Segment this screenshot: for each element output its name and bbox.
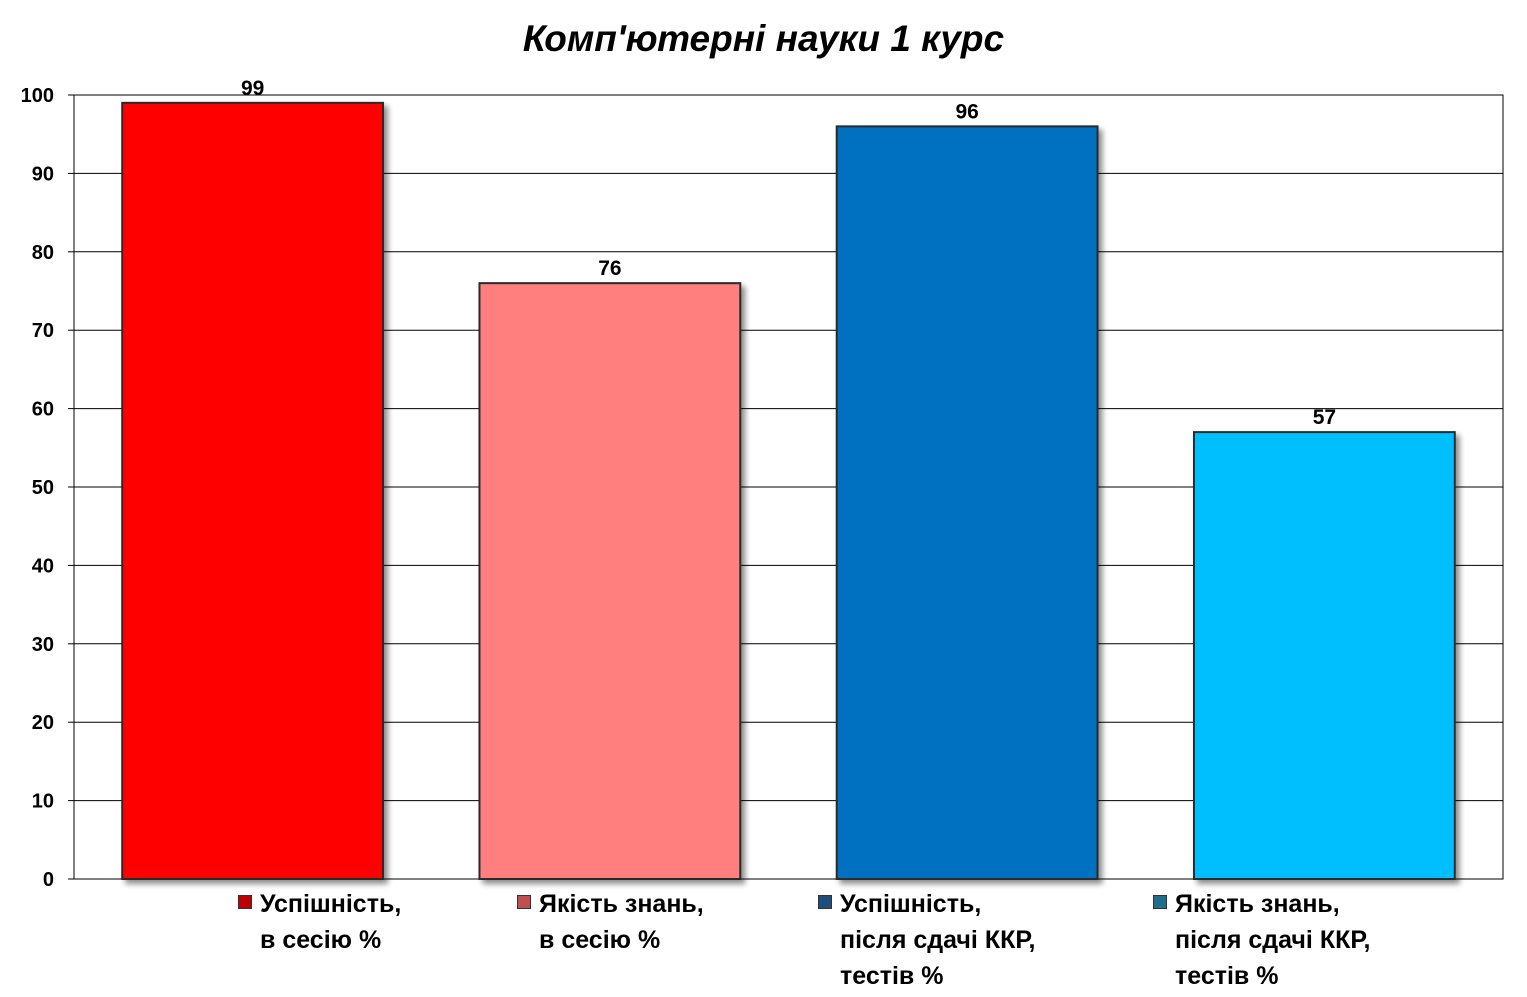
legend-label: Якість знань, після сдачі ККР, тестів % xyxy=(1175,890,1371,990)
legend-swatch xyxy=(238,895,252,909)
bar-3 xyxy=(835,125,1099,881)
y-tick-label: 100 xyxy=(21,85,54,107)
y-tick-label: 80 xyxy=(32,242,54,264)
y-tick-label: 10 xyxy=(32,791,54,813)
data-label-3: 96 xyxy=(955,100,978,123)
legend-item-1: Успішність, в сесію % xyxy=(238,886,401,958)
y-tick-label: 60 xyxy=(32,399,54,421)
legend-swatch xyxy=(1153,895,1167,909)
y-tick-label: 70 xyxy=(32,320,54,342)
legend-label: Успішність, в сесію % xyxy=(260,890,402,954)
y-tick-label: 0 xyxy=(43,869,54,891)
data-label-2: 76 xyxy=(598,257,621,280)
y-axis-ticks: 0 10 20 30 40 50 60 70 80 90 100 xyxy=(21,85,74,891)
bars xyxy=(121,101,1456,881)
y-tick-label: 40 xyxy=(32,555,54,577)
data-label-4: 57 xyxy=(1313,406,1336,429)
y-tick-label: 50 xyxy=(32,477,54,499)
y-tick-label: 20 xyxy=(32,712,54,734)
data-label-1: 99 xyxy=(241,77,264,100)
legend-item-3: Успішність, після сдачі ККР, тестів % xyxy=(818,886,1036,994)
legend-item-2: Якість знань, в сесію % xyxy=(517,886,704,958)
bar-2 xyxy=(478,282,742,881)
y-tick-label: 30 xyxy=(32,634,54,656)
y-tick-label: 90 xyxy=(32,163,54,185)
legend-label: Якість знань, в сесію % xyxy=(539,890,704,954)
legend-item-4: Якість знань, після сдачі ККР, тестів % xyxy=(1153,886,1371,994)
legend-label: Успішність, після сдачі ККР, тестів % xyxy=(840,890,1036,990)
legend-swatch xyxy=(818,895,832,909)
legend-swatch xyxy=(517,895,531,909)
data-labels: 99 76 96 57 xyxy=(241,77,1336,429)
bar-1 xyxy=(121,101,385,880)
chart-title: Комп'ютерні науки 1 курс xyxy=(522,18,1005,59)
bar-4 xyxy=(1192,431,1456,880)
